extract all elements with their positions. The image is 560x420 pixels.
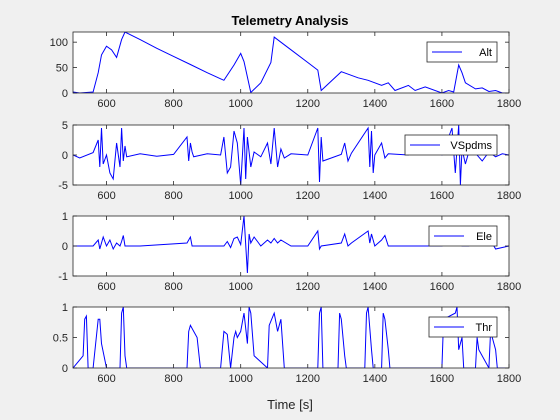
subplot-2: 600 800 1000 1200 1400 1600 1800 -5 0 5 VSpdms (58, 120, 521, 202)
x-tick-label: 1800 (497, 190, 521, 202)
x-tick-label: 800 (164, 281, 182, 293)
legend-label: Ele (476, 231, 492, 243)
subplot-1: 600 800 1000 1200 1400 1600 1800 0 50 100 Alt (50, 31, 521, 110)
legend-label: Alt (479, 47, 492, 59)
legend-label: Thr (476, 322, 493, 334)
x-tick-label: 800 (164, 190, 182, 202)
legend-ele: Ele (428, 225, 498, 247)
y-tick-label: 0.5 (53, 333, 68, 345)
x-tick-label: 1400 (363, 98, 387, 110)
y-tick-label: 50 (56, 63, 68, 75)
x-tick-label: 1200 (296, 190, 320, 202)
x-tick-label: 600 (97, 281, 115, 293)
x-tick-label: 600 (97, 98, 115, 110)
y-tick-label: 0 (62, 150, 68, 162)
legend-label: VSpdms (450, 140, 492, 152)
plot-area (73, 32, 509, 93)
subplot-4: 600 800 1000 1200 1400 1600 1800 0 0.5 1 Thr (53, 302, 522, 385)
x-tick-label: 1800 (497, 281, 521, 293)
legend-box (404, 134, 498, 156)
x-tick-label: 1400 (363, 281, 387, 293)
y-tick-label: 0 (62, 363, 68, 375)
y-tick-label: 1 (62, 302, 68, 314)
y-tick-label: 0 (62, 88, 68, 100)
x-tick-label: 1800 (497, 98, 521, 110)
legend-alt: Alt (426, 41, 498, 63)
x-tick-label: 800 (164, 373, 182, 385)
y-tick-label: 100 (50, 37, 68, 49)
x-axis-label: Time [s] (267, 397, 313, 412)
y-tick-label: -5 (58, 180, 68, 192)
y-tick-label: 5 (62, 120, 68, 132)
x-tick-label: 1600 (430, 373, 454, 385)
subplot-3: 600 800 1000 1200 1400 1600 1800 -1 0 1 Ele (58, 211, 521, 293)
x-tick-label: 800 (164, 98, 182, 110)
x-tick-label: 1400 (363, 190, 387, 202)
axes-box (72, 31, 510, 94)
figure-title: Telemetry Analysis (231, 13, 348, 28)
x-tick-label: 600 (97, 373, 115, 385)
x-tick-label: 1800 (497, 373, 521, 385)
x-tick-label: 1200 (296, 98, 320, 110)
x-tick-label: 1400 (363, 373, 387, 385)
x-tick-label: 1200 (296, 281, 320, 293)
x-tick-label: 1000 (228, 281, 252, 293)
series-line-alt (73, 32, 509, 93)
x-tick-label: 600 (97, 190, 115, 202)
x-tick-label: 1600 (430, 281, 454, 293)
x-tick-label: 1600 (430, 190, 454, 202)
x-tick-label: 1000 (228, 373, 252, 385)
series-line-thr (73, 307, 509, 368)
x-tick-label: 1600 (430, 98, 454, 110)
y-tick-label: 1 (62, 211, 68, 223)
legend-vspdms: VSpdms (404, 134, 498, 156)
plot-area (73, 307, 509, 368)
series-line-ele (73, 216, 509, 274)
x-tick-label: 1200 (296, 373, 320, 385)
legend-thr: Thr (428, 316, 498, 338)
x-tick-label: 1000 (228, 98, 252, 110)
y-tick-label: 0 (62, 241, 68, 253)
x-tick-label: 1000 (228, 190, 252, 202)
y-tick-label: -1 (58, 271, 68, 283)
